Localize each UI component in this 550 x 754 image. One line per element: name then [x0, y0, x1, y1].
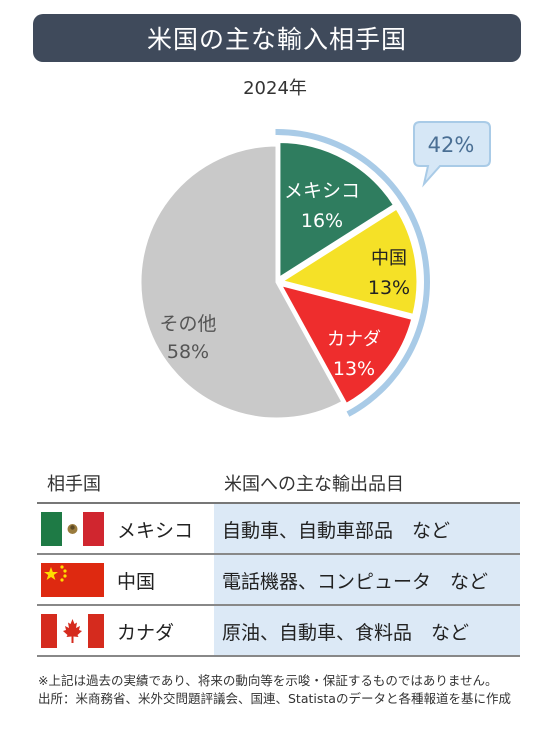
items-cell: 電話機器、コンピュータ など: [214, 555, 520, 604]
callout-label: 42%: [428, 133, 475, 157]
canada-flag-icon: [41, 614, 104, 648]
header-country: 相手国: [47, 474, 101, 495]
disclaimer-note: ※上記は過去の実績であり、将来の動向等を示唆・保証するものではありません。: [38, 673, 498, 688]
mexico-flag-icon: [41, 512, 104, 546]
country-name: 中国: [117, 571, 156, 593]
slice-value-canada: 13%: [333, 358, 375, 380]
page-title-text: 米国の主な輸入相手国: [146, 25, 407, 54]
country-cell: 中国: [37, 555, 214, 604]
pie-chart: 42% メキシコ 16% 中国 13% カナダ 13% その他 58%: [138, 121, 491, 421]
source-note: 出所：米商務省、米外交問題評議会、国連、Statistaのデータと各種報道を基に…: [38, 691, 511, 706]
slice-label-china: 中国: [371, 248, 407, 269]
items-cell: 自動車、自動車部品 など: [214, 504, 520, 553]
table-row: カナダ 原油、自動車、食料品 など: [37, 606, 520, 657]
page-title: 米国の主な輸入相手国: [33, 14, 521, 62]
china-flag-icon: [41, 563, 104, 597]
country-cell: メキシコ: [37, 504, 214, 553]
slice-value-mexico: 16%: [301, 210, 343, 232]
table-row: メキシコ 自動車、自動車部品 など: [37, 504, 520, 555]
callout-bubble: [413, 121, 491, 188]
pie-slice-mexico: [277, 139, 397, 282]
country-cell: カナダ: [37, 606, 214, 655]
chart-subtitle: 2024年: [243, 78, 307, 99]
pie-slice-china: [277, 205, 420, 318]
slice-label-canada: カナダ: [327, 329, 381, 350]
footnotes: ※上記は過去の実績であり、将来の動向等を示唆・保証するものではありません。 出所…: [38, 673, 528, 707]
country-name: カナダ: [117, 622, 175, 644]
table-header: 相手国 米国への主な輸出品目: [37, 464, 520, 500]
items-cell: 原油、自動車、食料品 など: [214, 606, 520, 655]
items-text: 自動車、自動車部品 など: [222, 520, 451, 542]
slice-value-other: 58%: [167, 341, 209, 363]
slice-value-china: 13%: [368, 277, 410, 299]
export-table: メキシコ 自動車、自動車部品 など 中国 電話機器、コンピュータ など: [37, 502, 520, 657]
slice-label-mexico: メキシコ: [284, 180, 360, 202]
country-name: メキシコ: [117, 520, 194, 542]
pie-slice-canada: [277, 282, 415, 407]
items-text: 原油、自動車、食料品 など: [222, 622, 470, 644]
header-items: 米国への主な輸出品目: [224, 474, 404, 495]
pie-slice-other: [138, 143, 346, 421]
items-text: 電話機器、コンピュータ など: [222, 571, 489, 593]
slice-label-other: その他: [159, 313, 216, 335]
table-row: 中国 電話機器、コンピュータ など: [37, 555, 520, 606]
